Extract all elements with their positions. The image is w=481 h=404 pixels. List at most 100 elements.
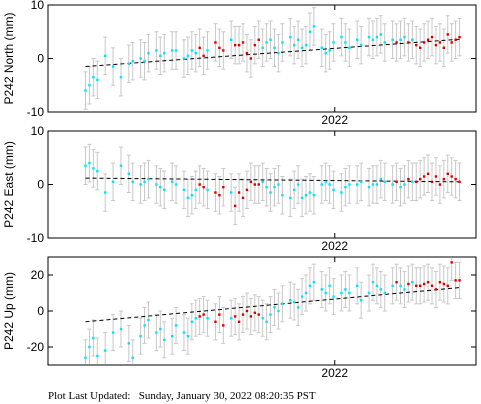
data-point: [182, 57, 186, 60]
data-point: [155, 183, 158, 186]
data-point: [253, 43, 257, 47]
y-axis-title: P242 East (mm): [2, 141, 16, 228]
data-point: [454, 279, 457, 282]
data-point: [229, 38, 233, 41]
data-point: [418, 284, 422, 287]
data-point: [281, 194, 284, 197]
data-point: [174, 183, 178, 186]
data-point: [391, 38, 394, 41]
data-point: [379, 33, 383, 36]
data-point: [426, 38, 430, 41]
data-point: [143, 59, 146, 63]
data-point: [292, 188, 296, 192]
data-point: [367, 291, 371, 295]
data-point: [174, 324, 178, 327]
data-point: [229, 191, 233, 194]
data-point: [332, 188, 335, 192]
data-point: [371, 38, 375, 41]
data-point: [407, 177, 410, 181]
data-point: [222, 49, 225, 52]
data-point: [127, 342, 131, 345]
data-point: [367, 185, 371, 189]
y-tick-label: -10: [27, 231, 45, 245]
data-point: [458, 35, 461, 39]
data-point: [403, 183, 406, 186]
data-point: [96, 354, 99, 358]
data-point: [92, 336, 95, 340]
data-point: [84, 356, 87, 359]
data-point: [403, 35, 406, 39]
data-point: [233, 43, 237, 47]
data-point: [237, 43, 241, 47]
data-point: [241, 196, 245, 200]
north-panel: -10 0 10 2022 P242 North (mm): [2, 0, 477, 127]
data-point: [190, 194, 194, 197]
data-point: [355, 38, 359, 41]
data-point: [139, 57, 142, 60]
data-point: [332, 41, 335, 44]
data-point: [442, 46, 446, 49]
data-point: [391, 183, 394, 186]
data-point: [84, 164, 87, 167]
data-point: [434, 175, 438, 178]
data-point: [403, 288, 406, 291]
data-point: [348, 291, 351, 295]
x-tick-label: 2022: [321, 113, 348, 127]
data-point: [292, 300, 296, 304]
data-point: [450, 175, 453, 178]
data-point: [430, 35, 434, 39]
data-point: [222, 324, 225, 327]
data-point: [399, 185, 402, 189]
data-point: [159, 54, 162, 58]
data-point: [190, 320, 194, 323]
data-point: [131, 356, 134, 359]
data-point: [249, 57, 253, 60]
data-point: [359, 299, 363, 302]
data-point: [253, 311, 257, 314]
data-point: [320, 288, 323, 291]
data-point: [273, 306, 276, 309]
data-point: [261, 317, 264, 320]
data-point: [147, 177, 150, 181]
data-point: [422, 282, 426, 286]
data-point: [395, 281, 398, 284]
data-point: [328, 49, 331, 52]
data-point: [344, 185, 347, 189]
data-point: [103, 54, 107, 58]
data-point: [383, 41, 386, 44]
data-point: [379, 177, 383, 181]
data-point: [214, 320, 217, 323]
data-point: [127, 172, 131, 175]
data-point: [304, 43, 308, 47]
data-point: [415, 284, 418, 287]
data-point: [269, 38, 272, 41]
data-point: [395, 180, 398, 184]
data-point: [96, 169, 99, 173]
data-point: [359, 180, 363, 184]
data-point: [182, 188, 186, 192]
data-point: [218, 313, 221, 316]
data-point: [237, 191, 241, 194]
data-point: [304, 291, 308, 295]
data-point: [170, 180, 174, 184]
data-point: [127, 62, 131, 66]
data-point: [304, 194, 308, 197]
data-point: [320, 46, 323, 49]
data-point: [371, 281, 375, 284]
data-point: [103, 191, 107, 194]
data-point: [273, 46, 276, 49]
data-point: [289, 35, 292, 39]
data-point: [407, 41, 410, 44]
data-point: [88, 345, 91, 349]
data-point: [194, 188, 197, 192]
data-point: [155, 49, 158, 52]
data-point: [292, 43, 296, 47]
y-tick-label: -10: [27, 105, 45, 119]
data-point: [340, 291, 343, 295]
data-point: [92, 76, 95, 79]
data-point: [340, 191, 343, 194]
data-point: [277, 183, 280, 186]
data-point: [312, 281, 316, 284]
data-point: [312, 25, 316, 28]
y-tick-label: 20: [31, 268, 45, 282]
